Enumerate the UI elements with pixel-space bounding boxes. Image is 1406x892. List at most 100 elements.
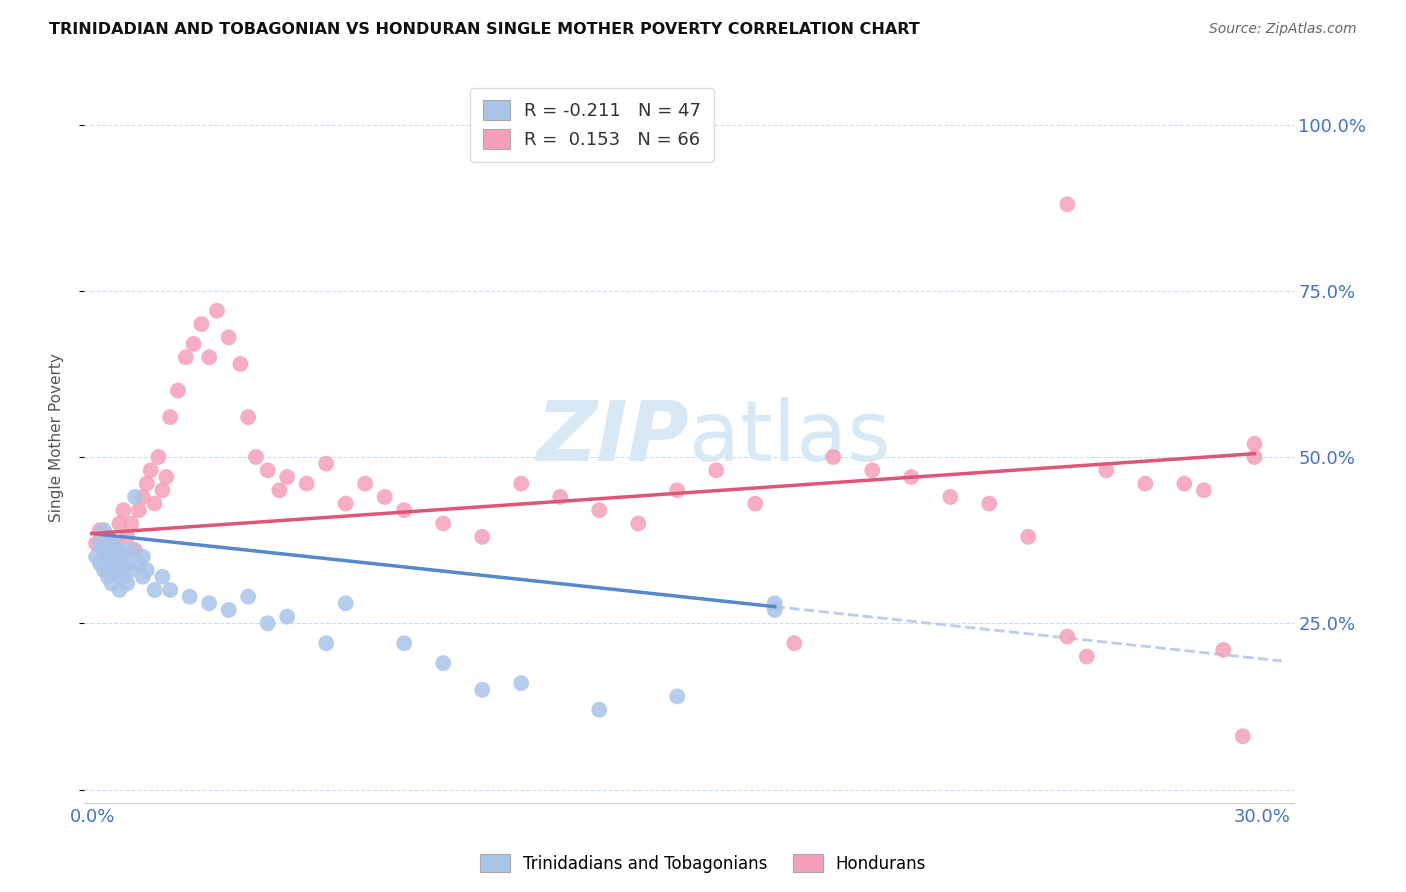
Point (471, 530, 494, 544)
Point (1212, 643, 1234, 657)
Point (120, 563, 142, 577)
Point (132, 570, 155, 584)
Point (1017, 530, 1039, 544)
Point (374, 490, 396, 504)
Point (139, 463, 162, 477)
Point (155, 470, 177, 484)
Point (1232, 729, 1254, 743)
Point (335, 596, 357, 610)
Point (117, 557, 139, 571)
Point (315, 457, 337, 471)
Point (198, 596, 221, 610)
Text: Source: ZipAtlas.com: Source: ZipAtlas.com (1209, 22, 1357, 37)
Point (471, 682, 494, 697)
Point (392, 503, 415, 517)
Point (97, 570, 120, 584)
Point (939, 490, 962, 504)
Point (135, 476, 157, 491)
Point (124, 543, 146, 558)
Point (269, 483, 291, 498)
Point (1243, 450, 1265, 464)
Point (97, 549, 120, 564)
Point (276, 470, 298, 484)
Point (295, 476, 318, 491)
Point (104, 536, 127, 550)
Point (100, 576, 122, 591)
Text: atlas: atlas (689, 397, 890, 477)
Point (120, 516, 142, 531)
Point (190, 317, 212, 331)
Point (179, 590, 201, 604)
Point (108, 516, 131, 531)
Point (112, 549, 135, 564)
Point (860, 463, 883, 477)
Point (132, 490, 155, 504)
Point (548, 490, 571, 504)
Point (112, 503, 135, 517)
Point (1076, 649, 1098, 664)
Point (112, 570, 135, 584)
Point (1173, 476, 1195, 491)
Point (93, 523, 115, 537)
Point (588, 703, 610, 717)
Point (89, 536, 111, 550)
Point (84, 549, 107, 564)
Point (150, 483, 173, 498)
Point (93, 543, 115, 558)
Point (588, 503, 610, 517)
Point (432, 516, 454, 531)
Point (315, 636, 337, 650)
Point (704, 463, 727, 477)
Point (666, 483, 689, 498)
Point (229, 357, 252, 371)
Point (128, 503, 150, 517)
Point (335, 497, 357, 511)
Point (148, 450, 170, 464)
Point (104, 563, 127, 577)
Point (108, 582, 131, 597)
Point (510, 476, 533, 491)
Point (100, 549, 122, 564)
Point (97, 530, 120, 544)
Point (89, 557, 111, 571)
Point (354, 476, 377, 491)
Point (97, 530, 120, 544)
Point (1056, 197, 1078, 211)
Point (150, 570, 173, 584)
Point (124, 490, 146, 504)
Point (744, 497, 766, 511)
Point (763, 596, 786, 610)
Point (108, 543, 131, 558)
Point (1056, 630, 1078, 644)
Point (783, 636, 806, 650)
Point (218, 603, 240, 617)
Point (100, 557, 122, 571)
Point (120, 543, 142, 558)
Point (432, 656, 454, 670)
Point (823, 450, 845, 464)
Point (627, 516, 650, 531)
Point (256, 616, 278, 631)
Point (108, 563, 131, 577)
Point (205, 303, 228, 318)
Point (245, 450, 267, 464)
Point (159, 410, 181, 425)
Point (900, 470, 922, 484)
Text: TRINIDADIAN AND TOBAGONIAN VS HONDURAN SINGLE MOTHER POVERTY CORRELATION CHART: TRINIDADIAN AND TOBAGONIAN VS HONDURAN S… (49, 22, 920, 37)
Point (104, 543, 127, 558)
Point (159, 582, 181, 597)
Point (1135, 476, 1157, 491)
Point (218, 330, 240, 344)
Point (1095, 463, 1118, 477)
Point (979, 497, 1001, 511)
Point (132, 549, 155, 564)
Point (89, 523, 111, 537)
Point (238, 410, 260, 425)
Point (1243, 436, 1265, 450)
Point (84, 536, 107, 550)
Point (1192, 483, 1215, 498)
Point (238, 590, 260, 604)
Point (276, 609, 298, 624)
Point (174, 351, 197, 365)
Point (510, 676, 533, 690)
